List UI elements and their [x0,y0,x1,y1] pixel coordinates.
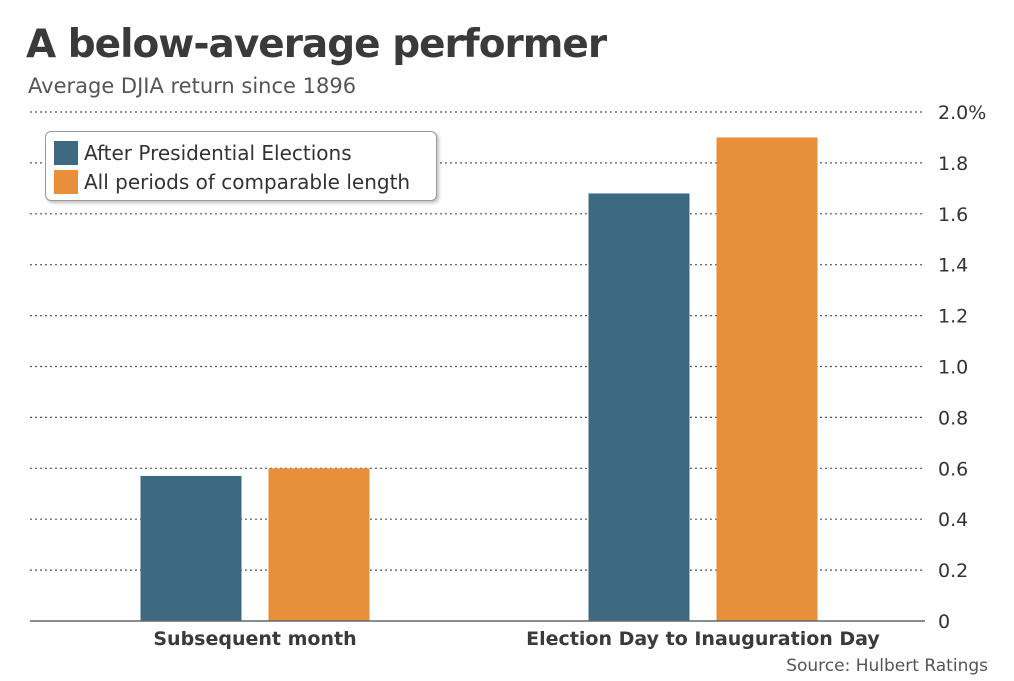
y-tick-label-10: 2.0% [938,102,986,124]
y-tick-label-2: 0.4 [938,509,968,531]
y-tick-label-1: 0.2 [938,560,968,582]
legend-label-all-periods: All periods of comparable length [84,169,411,194]
y-tick-label-9: 1.8 [938,153,968,175]
legend-item-after-elections: After Presidential Elections [54,138,428,167]
x-category-label-1: Election Day to Inauguration Day [526,628,880,650]
y-tick-label-6: 1.2 [938,306,968,328]
legend-swatch-after-elections [54,140,78,165]
legend-item-all-periods: All periods of comparable length [54,167,428,196]
bar-after-elections-0 [140,475,242,621]
y-tick-label-0: 0 [938,611,950,633]
legend-label-after-elections: After Presidential Elections [84,140,352,165]
bar-after-elections-1 [588,193,690,621]
source-note: Source: Hulbert Ratings [786,656,988,676]
y-tick-label-8: 1.6 [938,204,968,226]
y-tick-label-7: 1.4 [938,255,968,277]
y-tick-label-3: 0.6 [938,458,968,480]
bar-all-periods-0 [268,468,370,621]
bars [140,137,818,621]
chart-subtitle: Average DJIA return since 1896 [28,74,357,98]
x-category-label-0: Subsequent month [153,628,356,650]
legend: After Presidential Elections All periods… [45,131,437,201]
y-tick-label-5: 1.0 [938,357,968,379]
chart-title: A below-average performer [26,22,607,67]
bar-all-periods-1 [716,137,818,621]
x-axis-category-labels: Subsequent month Election Day to Inaugura… [153,628,880,650]
legend-swatch-all-periods [54,169,78,194]
y-tick-label-4: 0.8 [938,407,968,429]
y-axis-tick-labels: 0 0.2 0.4 0.6 0.8 1.0 1.2 1.4 1.6 1.8 2.0% [938,102,986,633]
